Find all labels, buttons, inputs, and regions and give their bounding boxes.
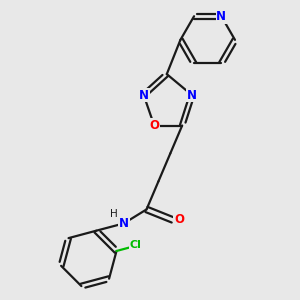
Text: O: O bbox=[174, 213, 184, 226]
Text: N: N bbox=[216, 10, 226, 23]
Text: N: N bbox=[187, 88, 197, 102]
Text: N: N bbox=[139, 88, 149, 102]
Text: Cl: Cl bbox=[130, 240, 142, 250]
Text: O: O bbox=[149, 119, 159, 132]
Text: H: H bbox=[110, 208, 118, 219]
Text: N: N bbox=[119, 217, 129, 230]
